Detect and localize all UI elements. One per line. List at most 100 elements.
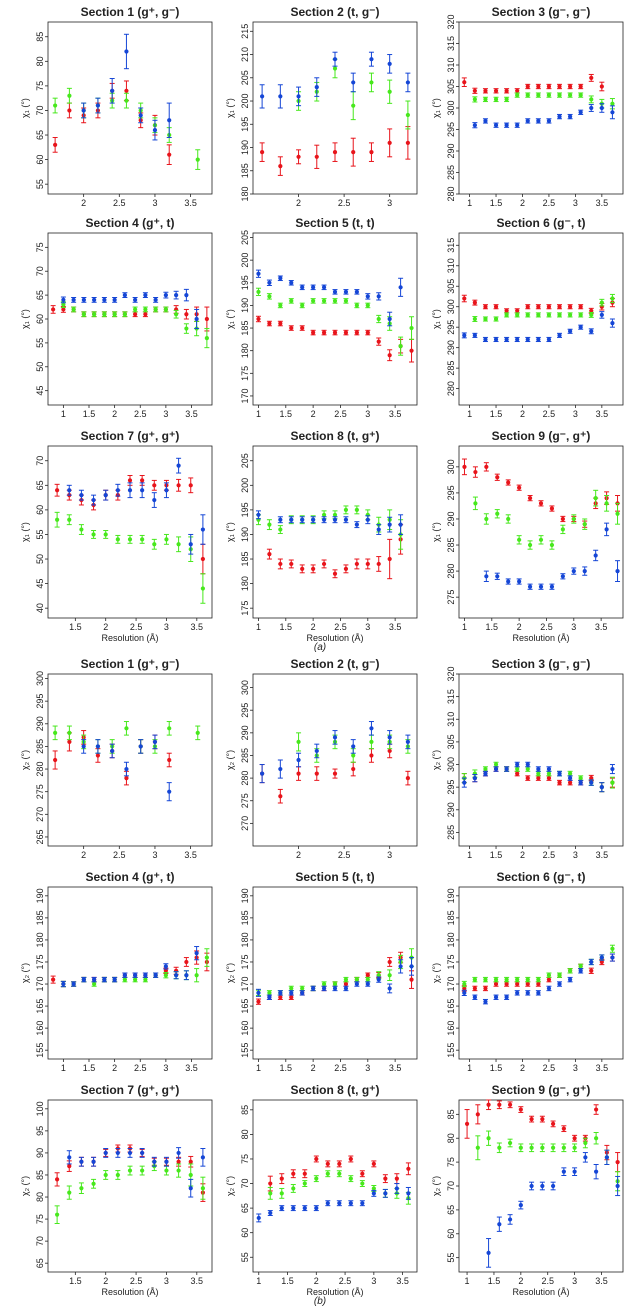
data-point-green (115, 534, 121, 544)
data-point-blue (163, 1156, 169, 1167)
marker (184, 312, 189, 317)
marker (289, 995, 294, 1000)
data-point-blue (153, 972, 159, 978)
data-point-blue (529, 1181, 535, 1191)
marker (278, 94, 283, 99)
marker (81, 977, 86, 982)
marker (354, 981, 359, 987)
chart-title: Section 7 (g⁺, g⁺) (81, 1083, 180, 1097)
marker (314, 154, 319, 159)
y-axis-label: χ₁ (°) (20, 98, 30, 118)
marker (567, 304, 573, 309)
chart-title: Section 4 (g⁺, t) (85, 870, 174, 884)
data-point-blue (609, 764, 615, 775)
marker (278, 766, 283, 772)
marker (486, 1102, 491, 1107)
marker (365, 330, 370, 335)
data-point-blue (368, 51, 374, 67)
data-point-green (525, 92, 531, 98)
data-point-red (507, 1101, 513, 1109)
x-tick-label: 1.5 (490, 409, 503, 419)
data-point-red (302, 1169, 308, 1179)
data-point-blue (302, 1205, 308, 1212)
marker (405, 739, 410, 744)
marker (268, 1191, 273, 1196)
marker (493, 123, 499, 128)
data-point-blue (376, 524, 382, 535)
data-point-blue (81, 976, 87, 983)
data-point-green (557, 972, 563, 978)
plot-frame (47, 21, 213, 195)
data-point-blue (504, 994, 510, 1000)
marker (321, 512, 327, 517)
data-point-green (609, 293, 615, 304)
marker (369, 80, 374, 85)
data-point-blue (615, 560, 621, 583)
marker (325, 1171, 330, 1176)
chart-title: Section 8 (t, g⁺) (290, 1083, 379, 1097)
data-point-blue (81, 102, 87, 119)
y-axis-label: χ₂ (°) (20, 750, 30, 770)
marker (409, 325, 414, 331)
data-point-red (332, 329, 338, 336)
marker (351, 753, 356, 758)
marker (517, 579, 522, 584)
x-tick-label: 3 (365, 622, 370, 632)
data-point-green (549, 540, 555, 550)
data-point-blue (71, 297, 77, 303)
marker (91, 532, 96, 537)
data-point-green (461, 980, 467, 988)
data-point-red (325, 1160, 331, 1168)
data-point-green (166, 721, 172, 736)
y-tick-label: 285 (240, 748, 250, 763)
marker (176, 1159, 181, 1164)
marker (343, 981, 349, 987)
marker (525, 990, 530, 995)
y-tick-label: 295 (240, 703, 250, 718)
data-point-blue (398, 959, 404, 974)
data-point-blue (166, 782, 172, 802)
marker (79, 1159, 84, 1164)
chart-panel-8: Section 8 (t, g⁺) 175 180 185 190 195 200 205 1 1… (225, 429, 418, 643)
marker (578, 964, 583, 969)
plot-frame (252, 445, 418, 619)
x-tick-label: 3.5 (185, 409, 198, 419)
marker (110, 748, 115, 754)
data-point-blue (405, 1186, 411, 1200)
marker (371, 1186, 376, 1191)
x-tick-label: 1.5 (490, 850, 503, 860)
marker (525, 304, 530, 309)
y-tick-label: 175 (240, 601, 250, 616)
data-point-green (475, 1135, 481, 1161)
marker (594, 1136, 599, 1141)
y-tick-label: 300 (446, 299, 456, 314)
y-tick-label: 170 (446, 977, 456, 992)
y-tick-label: 305 (446, 279, 456, 294)
data-point-green (139, 1165, 145, 1176)
data-point-green (296, 732, 302, 752)
y-tick-label: 60 (35, 155, 45, 165)
marker (343, 507, 349, 512)
y-tick-label: 305 (446, 734, 456, 749)
data-point-green (115, 1170, 121, 1180)
marker (354, 507, 359, 512)
chart-panel-3: Section 3 (g⁻, g⁻) 280 285 290 295 300 305 310 3… (431, 5, 624, 208)
marker (112, 312, 117, 317)
marker (589, 308, 594, 313)
x-axis-label: Resolution (Å) (306, 1287, 363, 1297)
y-axis-label: χ₂ (°) (225, 1176, 235, 1196)
marker (67, 1190, 72, 1195)
marker (55, 1212, 60, 1217)
marker (462, 780, 467, 785)
data-point-green (588, 95, 594, 104)
data-point-red (561, 1125, 567, 1133)
data-point-green (538, 535, 544, 545)
y-tick-label: 265 (35, 829, 45, 844)
marker (302, 1171, 307, 1176)
marker (127, 1150, 133, 1156)
marker (55, 1177, 60, 1182)
data-point-blue (163, 482, 169, 499)
y-tick-label: 275 (240, 793, 250, 808)
data-point-red (525, 304, 531, 310)
data-point-green (409, 316, 415, 340)
